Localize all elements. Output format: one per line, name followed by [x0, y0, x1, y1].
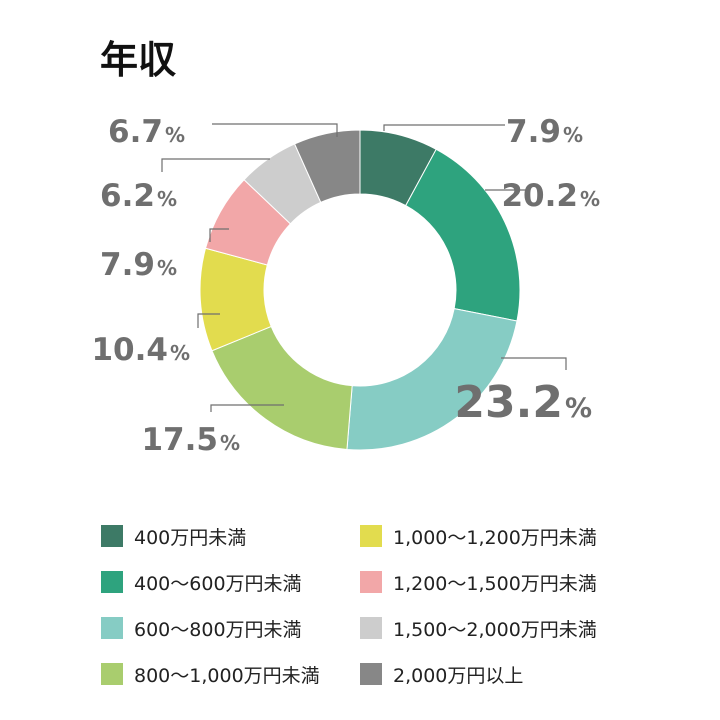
- legend-label-6: 1,200〜1,500万円未満: [393, 573, 597, 595]
- legend-swatch-5: [360, 525, 382, 547]
- legend: 400万円未満 400〜600万円未満 600〜800万円未満 800〜1,000万円…: [101, 525, 597, 687]
- value-label-5: 10.4%: [91, 332, 190, 368]
- leader-line-1: [383, 124, 505, 131]
- slice-3: [346, 307, 518, 451]
- legend-swatch-4: [101, 663, 123, 685]
- leader-line-5: [197, 313, 220, 328]
- legend-label-1: 400万円未満: [134, 527, 246, 549]
- legend-swatch-8: [360, 663, 382, 685]
- legend-label-3: 600〜800万円未満: [134, 619, 302, 641]
- legend-label-5: 1,000〜1,200万円未満: [393, 527, 597, 549]
- value-label-2: 20.2%: [501, 178, 600, 214]
- slice-2: [405, 148, 521, 322]
- legend-swatch-2: [101, 571, 123, 593]
- slice-8: [293, 129, 361, 204]
- leader-line-6: [209, 228, 229, 242]
- legend-label-8: 2,000万円以上: [393, 665, 523, 687]
- legend-swatch-1: [101, 525, 123, 547]
- value-callouts: 7.9 % 20.2 % 23.2% 17.5 % 10.4 % 7.9 % 6.2 % 6.7%: [91, 114, 600, 458]
- value-label-8: 6.7%: [108, 114, 185, 150]
- value-label-7: 6.2%: [100, 178, 177, 214]
- leader-line-8: [212, 123, 338, 137]
- value-label-6: 7.9%: [100, 247, 177, 283]
- chart-title: 年収: [100, 38, 176, 82]
- legend-swatch-7: [360, 617, 382, 639]
- leader-line-4: [210, 404, 284, 412]
- leader-line-3: [501, 357, 567, 370]
- donut-slices: [199, 129, 521, 451]
- legend-label-7: 1,500〜2,000万円未満: [393, 619, 597, 641]
- legend-swatch-6: [360, 571, 382, 593]
- value-label-3: 23.2%: [454, 377, 592, 428]
- value-label-4: 17.5%: [141, 422, 240, 458]
- legend-swatch-3: [101, 617, 123, 639]
- legend-label-2: 400〜600万円未満: [134, 573, 302, 595]
- leader-line-7: [161, 158, 270, 172]
- legend-label-4: 800〜1,000万円未満: [134, 665, 320, 687]
- value-label-1: 7.9%: [506, 114, 583, 150]
